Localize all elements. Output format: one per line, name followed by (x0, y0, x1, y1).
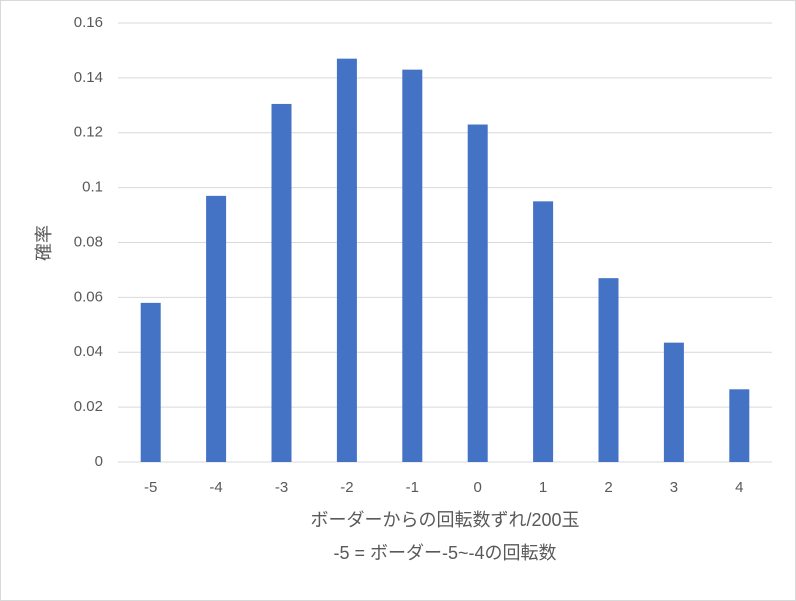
x-tick-label: -1 (406, 479, 419, 496)
y-axis-label: 確率 (34, 225, 54, 261)
y-tick-label: 0.06 (74, 288, 103, 305)
bar (598, 278, 619, 462)
x-tick-label: -2 (340, 479, 353, 496)
bar (663, 342, 684, 462)
bar (533, 201, 554, 462)
y-tick-label: 0.02 (74, 398, 103, 415)
x-tick-label: -5 (144, 479, 157, 496)
y-tick-label: 0.04 (74, 343, 103, 360)
y-tick-label: 0.1 (82, 179, 103, 196)
x-tick-label: 3 (670, 479, 678, 496)
bar (467, 124, 488, 463)
y-tick-label: 0.08 (74, 233, 103, 250)
bar (336, 58, 357, 462)
y-tick-label: 0.16 (74, 14, 103, 31)
x-axis-subtitle: -5 = ボーダー-5~-4の回転数 (333, 543, 556, 563)
bar (271, 103, 292, 463)
y-tick-label: 0 (95, 453, 103, 470)
x-tick-label: -4 (209, 479, 222, 496)
bar (729, 389, 750, 462)
x-tick-label: 0 (474, 479, 482, 496)
x-tick-label: -3 (275, 479, 288, 496)
bar (140, 302, 161, 462)
y-tick-label: 0.12 (74, 124, 103, 141)
bar (206, 195, 227, 462)
x-tick-label: 2 (604, 479, 612, 496)
x-tick-label: 1 (539, 479, 547, 496)
bar (402, 69, 423, 463)
x-tick-label: 4 (735, 479, 743, 496)
x-axis-label: ボーダーからの回転数ずれ/200玉 (310, 510, 579, 530)
y-tick-label: 0.14 (74, 69, 103, 86)
